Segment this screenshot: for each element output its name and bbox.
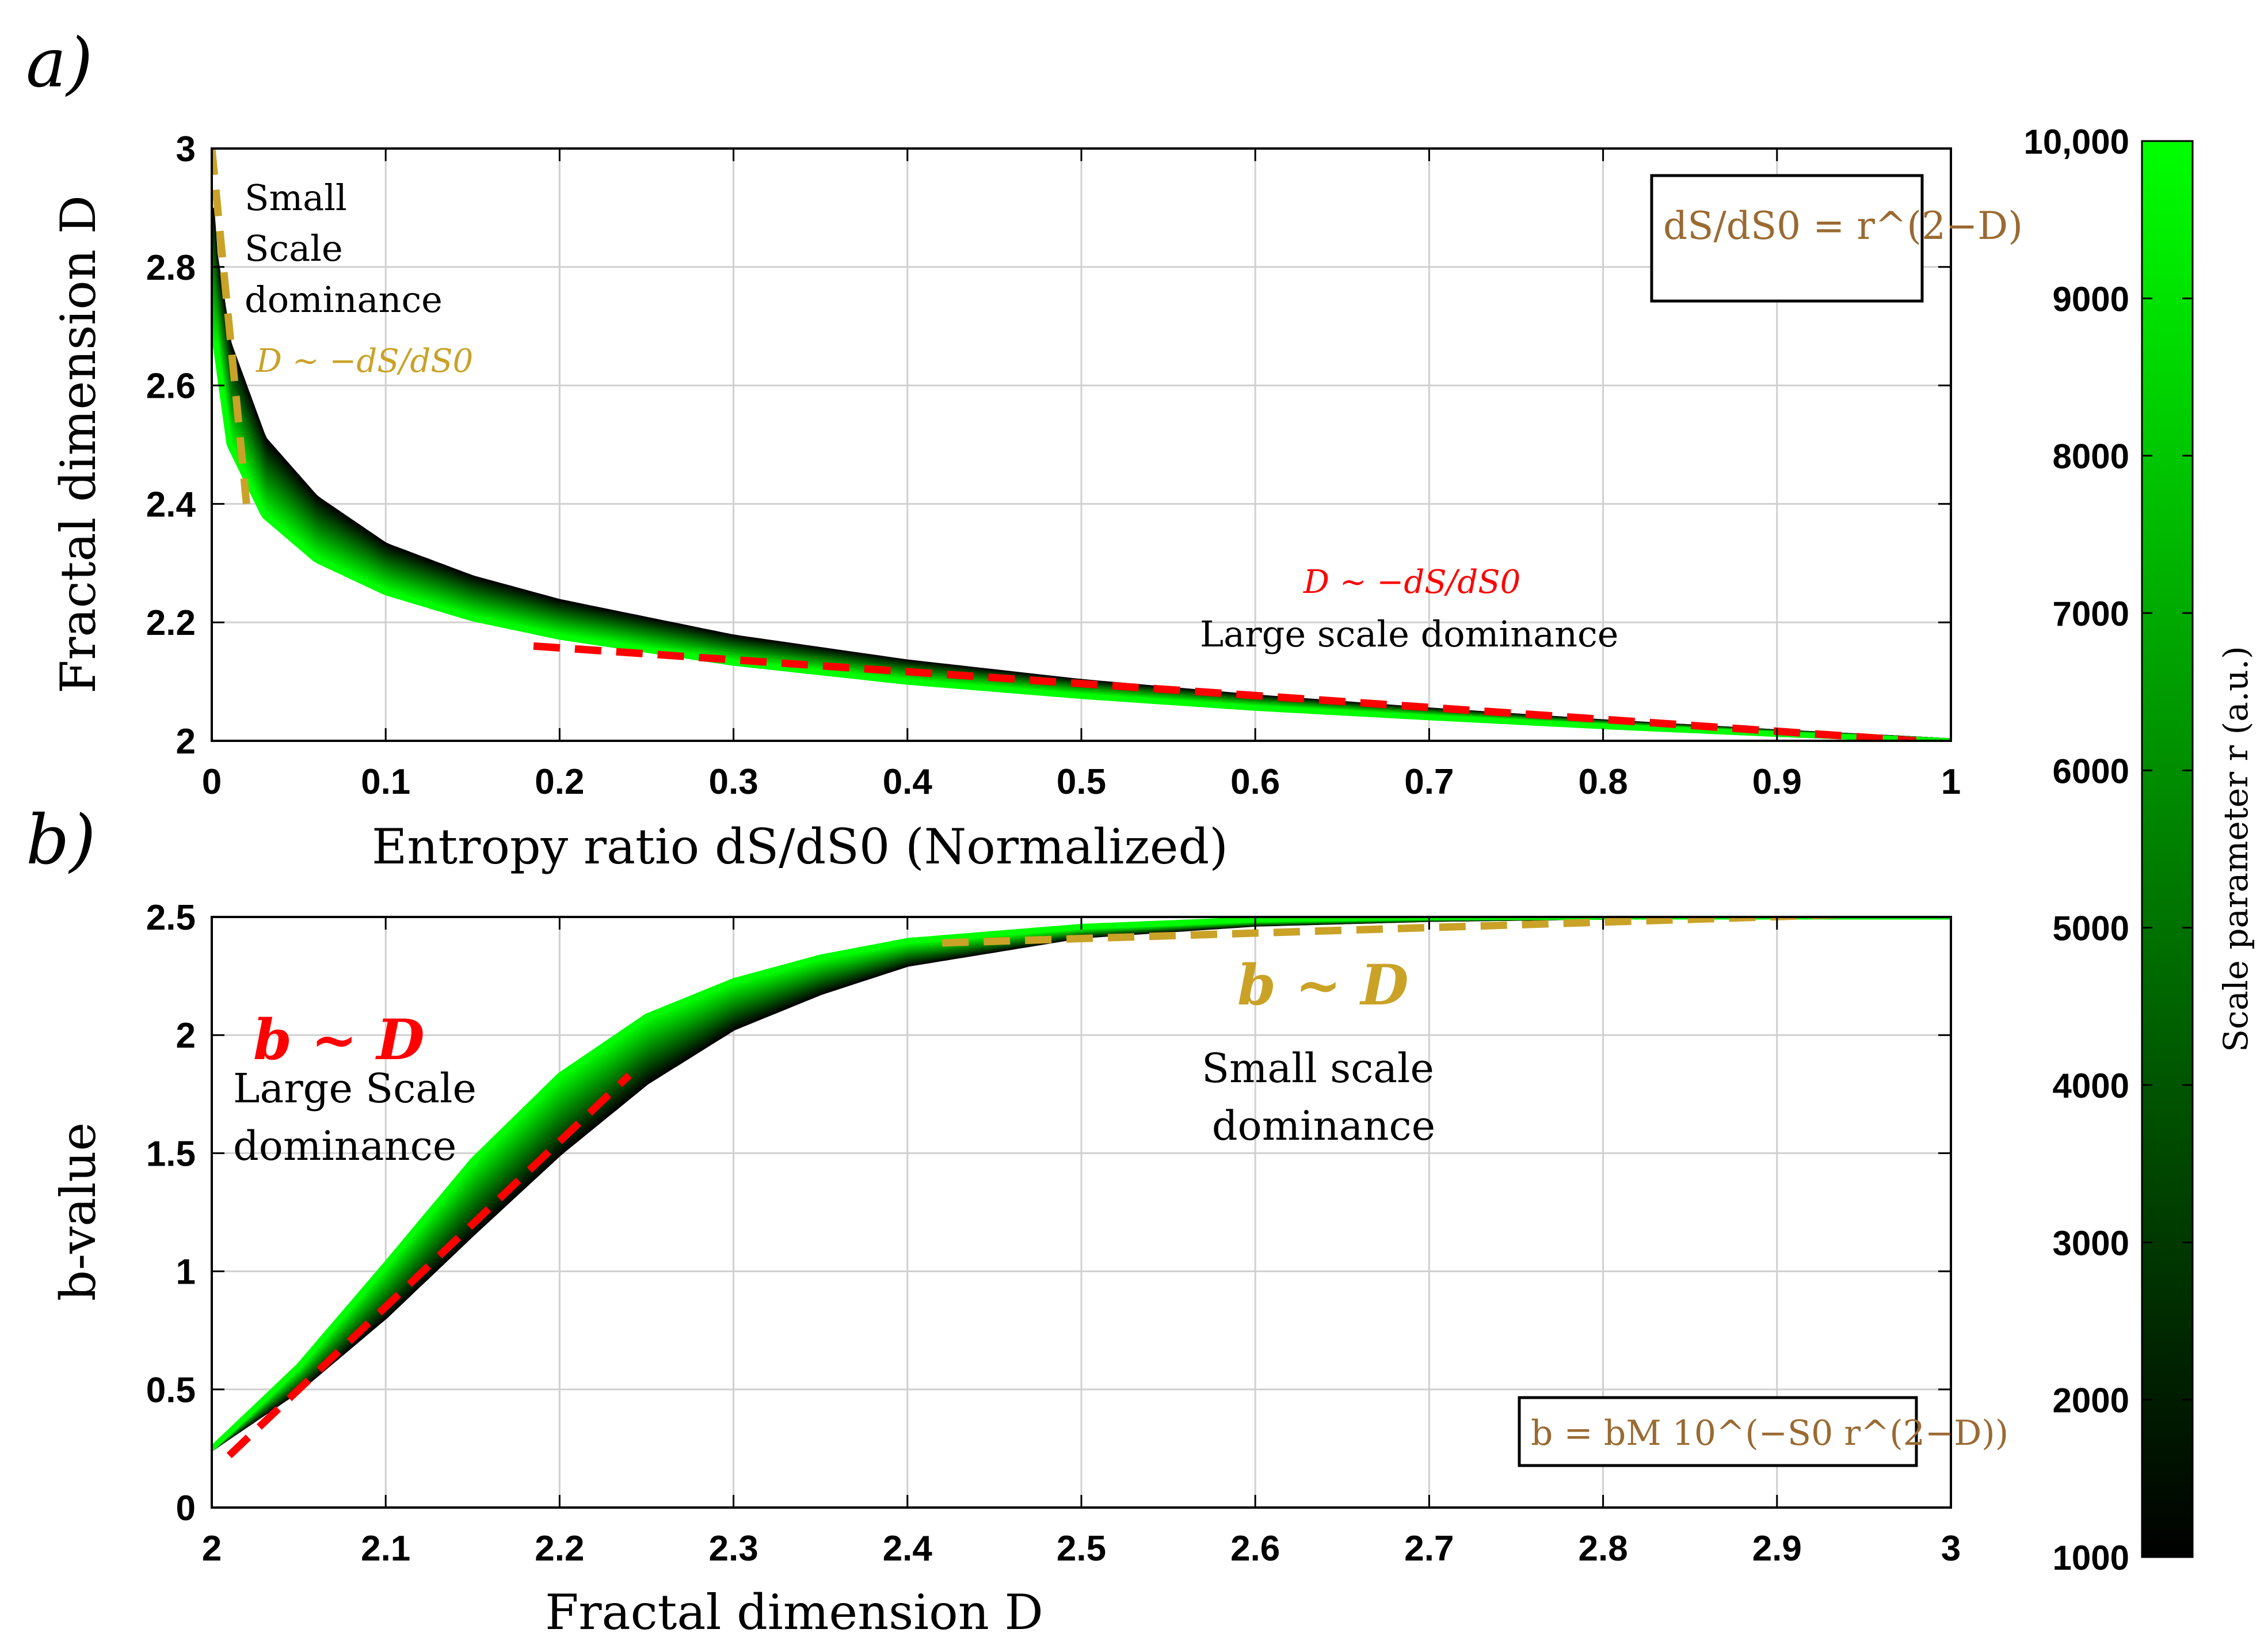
- panel-a-y-tick-label: 2.2: [146, 603, 196, 643]
- small-scale-text-line2: Scale: [245, 227, 343, 269]
- small-scale-text-b-line1: Small scale: [1202, 1045, 1434, 1092]
- panel-a-x-tick-label: 0.1: [361, 762, 410, 802]
- panel-a-y-tick-label: 2: [176, 722, 196, 762]
- panel-b-x-tick-label: 2.5: [1057, 1529, 1106, 1569]
- colorbar: 1000 2000 3000 4000 5000 6000 7000 8000 9000 10,0…: [2023, 123, 2255, 1577]
- panel-b-y-tick-label: 0.5: [146, 1371, 196, 1410]
- large-scale-formula-b: b ~ D: [253, 1007, 425, 1072]
- equation-box-b: b = bM 10^(−S0 r^(2−D)): [1518, 1396, 2008, 1467]
- panel-a-x-tick-label: 0.7: [1404, 762, 1454, 802]
- colorbar-tick-label: 8000: [2053, 437, 2129, 476]
- panel-b-y-tick-label: 1.5: [146, 1134, 196, 1174]
- panel-a-y-tick-label: 2.8: [146, 248, 196, 288]
- large-scale-text-b-line1: Large Scale: [233, 1065, 477, 1112]
- panel-a-x-tick-label: 0.4: [883, 762, 933, 802]
- panel-a: a) 0 0.1 0.2 0.3 0.4 0.5 0.6 0.7 0.8 0.9 1 2 2.2 2.4 2…: [26, 23, 2023, 875]
- panel-a-y-tick-label: 2.6: [146, 367, 196, 406]
- panel-b-asymptote-0: [226, 1072, 632, 1459]
- panel-b-x-tick-label: 2.4: [883, 1529, 933, 1569]
- large-scale-formula-a: D ~ −dS/dS0: [1303, 564, 1520, 601]
- panel-b-y-axis-label: b-value: [50, 1122, 106, 1301]
- panel-a-x-tick-label: 0.9: [1752, 762, 1802, 802]
- panel-a-x-tick-label: 0.2: [535, 762, 584, 802]
- panel-a-y-tick-label: 2.4: [146, 485, 196, 524]
- panel-a-x-tick-label: 1: [1941, 762, 1961, 802]
- panel-b-x-tick-label: 2.9: [1752, 1529, 1802, 1569]
- panel-a-x-tick-label: 0.3: [708, 762, 758, 802]
- panel-a-x-tick-label: 0.5: [1057, 762, 1106, 802]
- panel-a-y-tick-label: 3: [176, 130, 196, 169]
- colorbar-tick-label: 1000: [2053, 1539, 2129, 1577]
- colorbar-tick-label: 7000: [2053, 595, 2129, 633]
- panel-b-x-tick-label: 2.8: [1578, 1529, 1627, 1569]
- colorbar-gradient: [2141, 140, 2194, 1558]
- panel-b-ticks: 2 2.1 2.2 2.3 2.4 2.5 2.6 2.7 2.8 2.9 3 0 0.5 1 1.5 2 2.…: [146, 898, 1961, 1569]
- panel-a-y-axis-label: Fractal dimension D: [50, 195, 106, 694]
- colorbar-tick-label: 9000: [2053, 280, 2129, 318]
- colorbar-ticks: 1000 2000 3000 4000 5000 6000 7000 8000 9000 10,0…: [2023, 123, 2193, 1577]
- panel-a-x-tick-label: 0: [202, 762, 222, 802]
- panel-a-x-tick-label: 0.6: [1230, 762, 1280, 802]
- colorbar-tick-label: 4000: [2053, 1067, 2129, 1105]
- panel-a-label: a): [26, 23, 93, 102]
- panel-a-x-tick-label: 0.8: [1578, 762, 1627, 802]
- small-scale-text-line1: Small: [245, 177, 347, 219]
- colorbar-tick-label: 3000: [2053, 1224, 2129, 1262]
- equation-box-a: dS/dS0 = r^(2−D): [1650, 174, 2023, 303]
- panel-a-asymptotes: [212, 149, 1917, 741]
- small-scale-formula-b: b ~ D: [1237, 953, 1409, 1018]
- small-scale-text-b-line2: dominance: [1212, 1102, 1435, 1150]
- large-scale-text-b-line2: dominance: [233, 1122, 456, 1170]
- panel-b: b) 2 2.1 2.2 2.3 2.4 2.5 2.6 2.7 2.8 2.9 3 0 0.5 1 1.5…: [26, 800, 2008, 1641]
- colorbar-tick-label: 5000: [2053, 909, 2129, 948]
- panel-a-asymptote-1: [533, 642, 1917, 741]
- panel-a-ticks: 0 0.1 0.2 0.3 0.4 0.5 0.6 0.7 0.8 0.9 1 2 2.2 2.4 2.6 2…: [146, 130, 1961, 802]
- panel-b-y-tick-label: 0: [176, 1489, 196, 1528]
- colorbar-tick-label: 6000: [2053, 752, 2129, 790]
- colorbar-tick-label: 10,000: [2023, 123, 2129, 161]
- panel-b-x-tick-label: 3: [1941, 1529, 1961, 1569]
- panel-b-label: b): [26, 800, 96, 880]
- panel-b-x-tick-label: 2.1: [361, 1529, 410, 1569]
- panel-b-x-axis-label: Fractal dimension D: [545, 1584, 1043, 1641]
- equation-box-b-text: b = bM 10^(−S0 r^(2−D)): [1531, 1413, 2008, 1453]
- colorbar-label: Scale parameter r (a.u.): [2216, 646, 2255, 1052]
- panel-b-x-tick-label: 2.3: [708, 1529, 758, 1569]
- panel-b-x-tick-label: 2: [202, 1529, 222, 1569]
- panel-b-x-tick-label: 2.2: [535, 1529, 584, 1569]
- panel-a-x-axis-label: Entropy ratio dS/dS0 (Normalized): [372, 819, 1228, 875]
- panel-b-x-tick-label: 2.6: [1230, 1529, 1280, 1569]
- panel-a-asymptote-0: [212, 149, 250, 505]
- panel-b-y-tick-label: 2: [176, 1016, 196, 1056]
- panel-b-y-tick-label: 2.5: [146, 898, 196, 938]
- colorbar-tick-label: 2000: [2053, 1381, 2129, 1420]
- panel-b-x-tick-label: 2.7: [1404, 1529, 1454, 1569]
- small-scale-formula-a: D ~ −dS/dS0: [256, 342, 473, 380]
- panel-b-y-tick-label: 1: [176, 1253, 196, 1292]
- large-scale-text-a: Large scale dominance: [1200, 613, 1618, 655]
- small-scale-text-line3: dominance: [245, 279, 443, 321]
- equation-box-a-text: dS/dS0 = r^(2−D): [1663, 204, 2023, 248]
